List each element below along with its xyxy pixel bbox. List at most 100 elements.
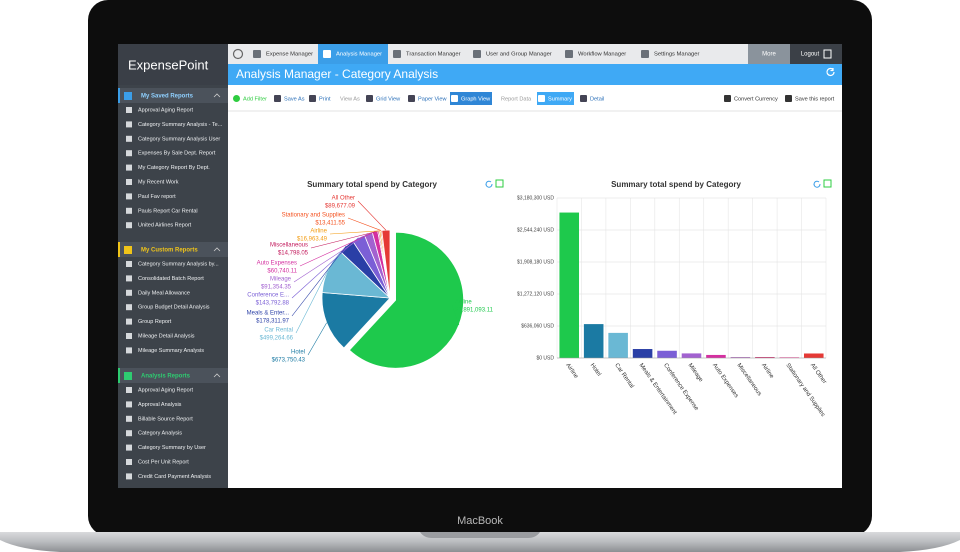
sidebar-item[interactable]: Approval Aging Report [138,387,194,393]
sidebar-item[interactable]: Category Summary Analysis - Te... [138,122,223,128]
toolbar-icon[interactable] [724,95,731,102]
collapse-icon[interactable] [213,93,221,98]
y-tick-label: $636,060 USD [521,323,554,329]
slice-value: $91,354.35 [261,285,292,291]
bar [803,353,824,358]
sidebar-item[interactable]: My Category Report By Dept. [138,165,210,171]
toolbar-button[interactable]: View As [340,96,360,102]
toolbar-icon[interactable] [451,95,458,102]
sidebar-header[interactable] [118,242,228,257]
slice-label: Auto Expenses [257,261,297,267]
nav-tab-icon[interactable] [323,50,331,58]
toolbar-button[interactable]: Save As [284,96,305,102]
sidebar-item[interactable]: Category Analysis [138,431,182,437]
sidebar-header[interactable] [118,368,228,383]
sidebar-item[interactable]: Group Report [138,319,172,325]
toolbar-icon[interactable] [538,95,545,102]
slice-label: Stationary and Supplies [282,213,345,219]
leader-line [299,231,376,267]
home-icon[interactable] [232,48,244,60]
toolbar-active[interactable] [537,92,574,105]
toolbar-button[interactable]: Paper View [418,96,447,102]
nav-tab-label[interactable]: Analysis Manager [336,52,382,58]
sidebar-item-icon [126,304,132,311]
toolbar-icon[interactable] [233,95,240,102]
sidebar-item[interactable]: Expenses By Sale Dept. Report [138,151,216,157]
sidebar-item[interactable]: Consolidated Batch Report [138,276,204,282]
chart-export-icon[interactable] [495,179,504,188]
nav-tab-icon[interactable] [565,50,573,58]
sidebar-item[interactable]: Billable Source Report [138,416,193,422]
more-button[interactable] [748,44,790,64]
nav-tab-label[interactable]: Settings Manager [654,52,700,58]
bar [706,354,726,358]
sidebar-item[interactable]: Pauls Report Car Rental [138,208,198,214]
nav-tab-icon[interactable] [641,50,649,58]
refresh-icon[interactable] [826,67,835,77]
toolbar-button[interactable]: Report Data [501,96,532,102]
chart-refresh-icon[interactable] [485,180,493,188]
toolbar-active[interactable] [450,92,492,105]
toolbar-icon[interactable] [274,95,281,102]
sidebar-header-label[interactable]: My Custom Reports [141,248,198,254]
nav-tab-label[interactable]: Expense Manager [266,52,313,58]
toolbar-icon[interactable] [408,95,415,102]
sidebar-item[interactable]: Category Summary Analysis User [138,136,220,142]
toolbar-button[interactable]: Graph View [461,96,491,102]
sidebar-item-icon [126,150,132,157]
sidebar-item[interactable]: Paul Fav report [138,194,176,200]
bar [608,332,628,358]
logout-label[interactable]: Logout [801,52,820,58]
leader-line [329,230,380,235]
logout-icon[interactable] [823,49,832,59]
sidebar-item[interactable]: Mileage Detail Analysis [138,333,195,339]
sidebar-item[interactable]: Approval Aging Report [138,107,194,113]
toolbar-button[interactable]: Detail [590,96,604,102]
page-title: Analysis Manager - Category Analysis [236,67,438,81]
more-label[interactable]: More [762,52,776,58]
sidebar-header-label[interactable]: Analysis Reports [141,374,191,380]
sidebar-item-icon [126,222,132,229]
sidebar-item[interactable]: Daily Meal Allowance [138,290,190,296]
bar [657,350,677,358]
sidebar-item-icon [126,261,132,267]
collapse-icon[interactable] [213,247,221,252]
slice-label: All Other [332,196,355,202]
sidebar-item[interactable]: Category Summary by User [138,445,206,451]
nav-tab-label[interactable]: User and Group Manager [486,52,552,58]
nav-tab-icon[interactable] [473,50,481,58]
sidebar-header[interactable] [118,88,228,103]
toolbar-icon[interactable] [580,95,587,102]
toolbar-button[interactable]: Convert Currency [734,96,778,102]
toolbar-button[interactable]: Save this report [795,96,835,102]
logout-button[interactable] [790,44,842,64]
sidebar-header-label[interactable]: My Saved Reports [141,94,194,100]
nav-tab-icon[interactable] [253,50,261,58]
toolbar-button[interactable]: Add Filter [243,96,267,102]
bar [779,357,800,358]
toolbar-button[interactable]: Print [319,96,331,102]
sidebar-item[interactable]: Approval Analysis [138,402,182,408]
sidebar-item[interactable]: Credit Card Payment Analysis [138,474,211,480]
sidebar-item[interactable]: Group Budget Detail Analysis [138,305,210,311]
toolbar-button[interactable]: Grid View [376,96,401,102]
nav-tab-active[interactable] [318,44,388,64]
laptop-base [0,532,960,552]
sidebar-item[interactable]: Mileage Summary Analysis [138,348,204,354]
chart-export-icon[interactable] [823,179,832,188]
sidebar-item[interactable]: Category Summary Analysis by... [138,261,219,267]
collapse-icon[interactable] [213,373,221,378]
toolbar-icon[interactable] [309,95,316,102]
nav-tab-label[interactable]: Transaction Manager [406,52,461,58]
toolbar-button[interactable]: Summary [548,96,572,102]
sidebar-item[interactable]: Cost Per Unit Report [138,459,189,465]
slice-label: Car Rental [264,328,293,334]
sidebar-item-icon [126,401,132,408]
nav-tab-label[interactable]: Workflow Manager [578,52,626,58]
toolbar-icon[interactable] [785,95,792,102]
sidebar-item[interactable]: My Recent Work [138,179,179,185]
sidebar-item[interactable]: United Airlines Report [138,223,192,229]
nav-tab-icon[interactable] [393,50,401,58]
chart-refresh-icon[interactable] [813,180,821,188]
toolbar-icon[interactable] [366,95,373,102]
